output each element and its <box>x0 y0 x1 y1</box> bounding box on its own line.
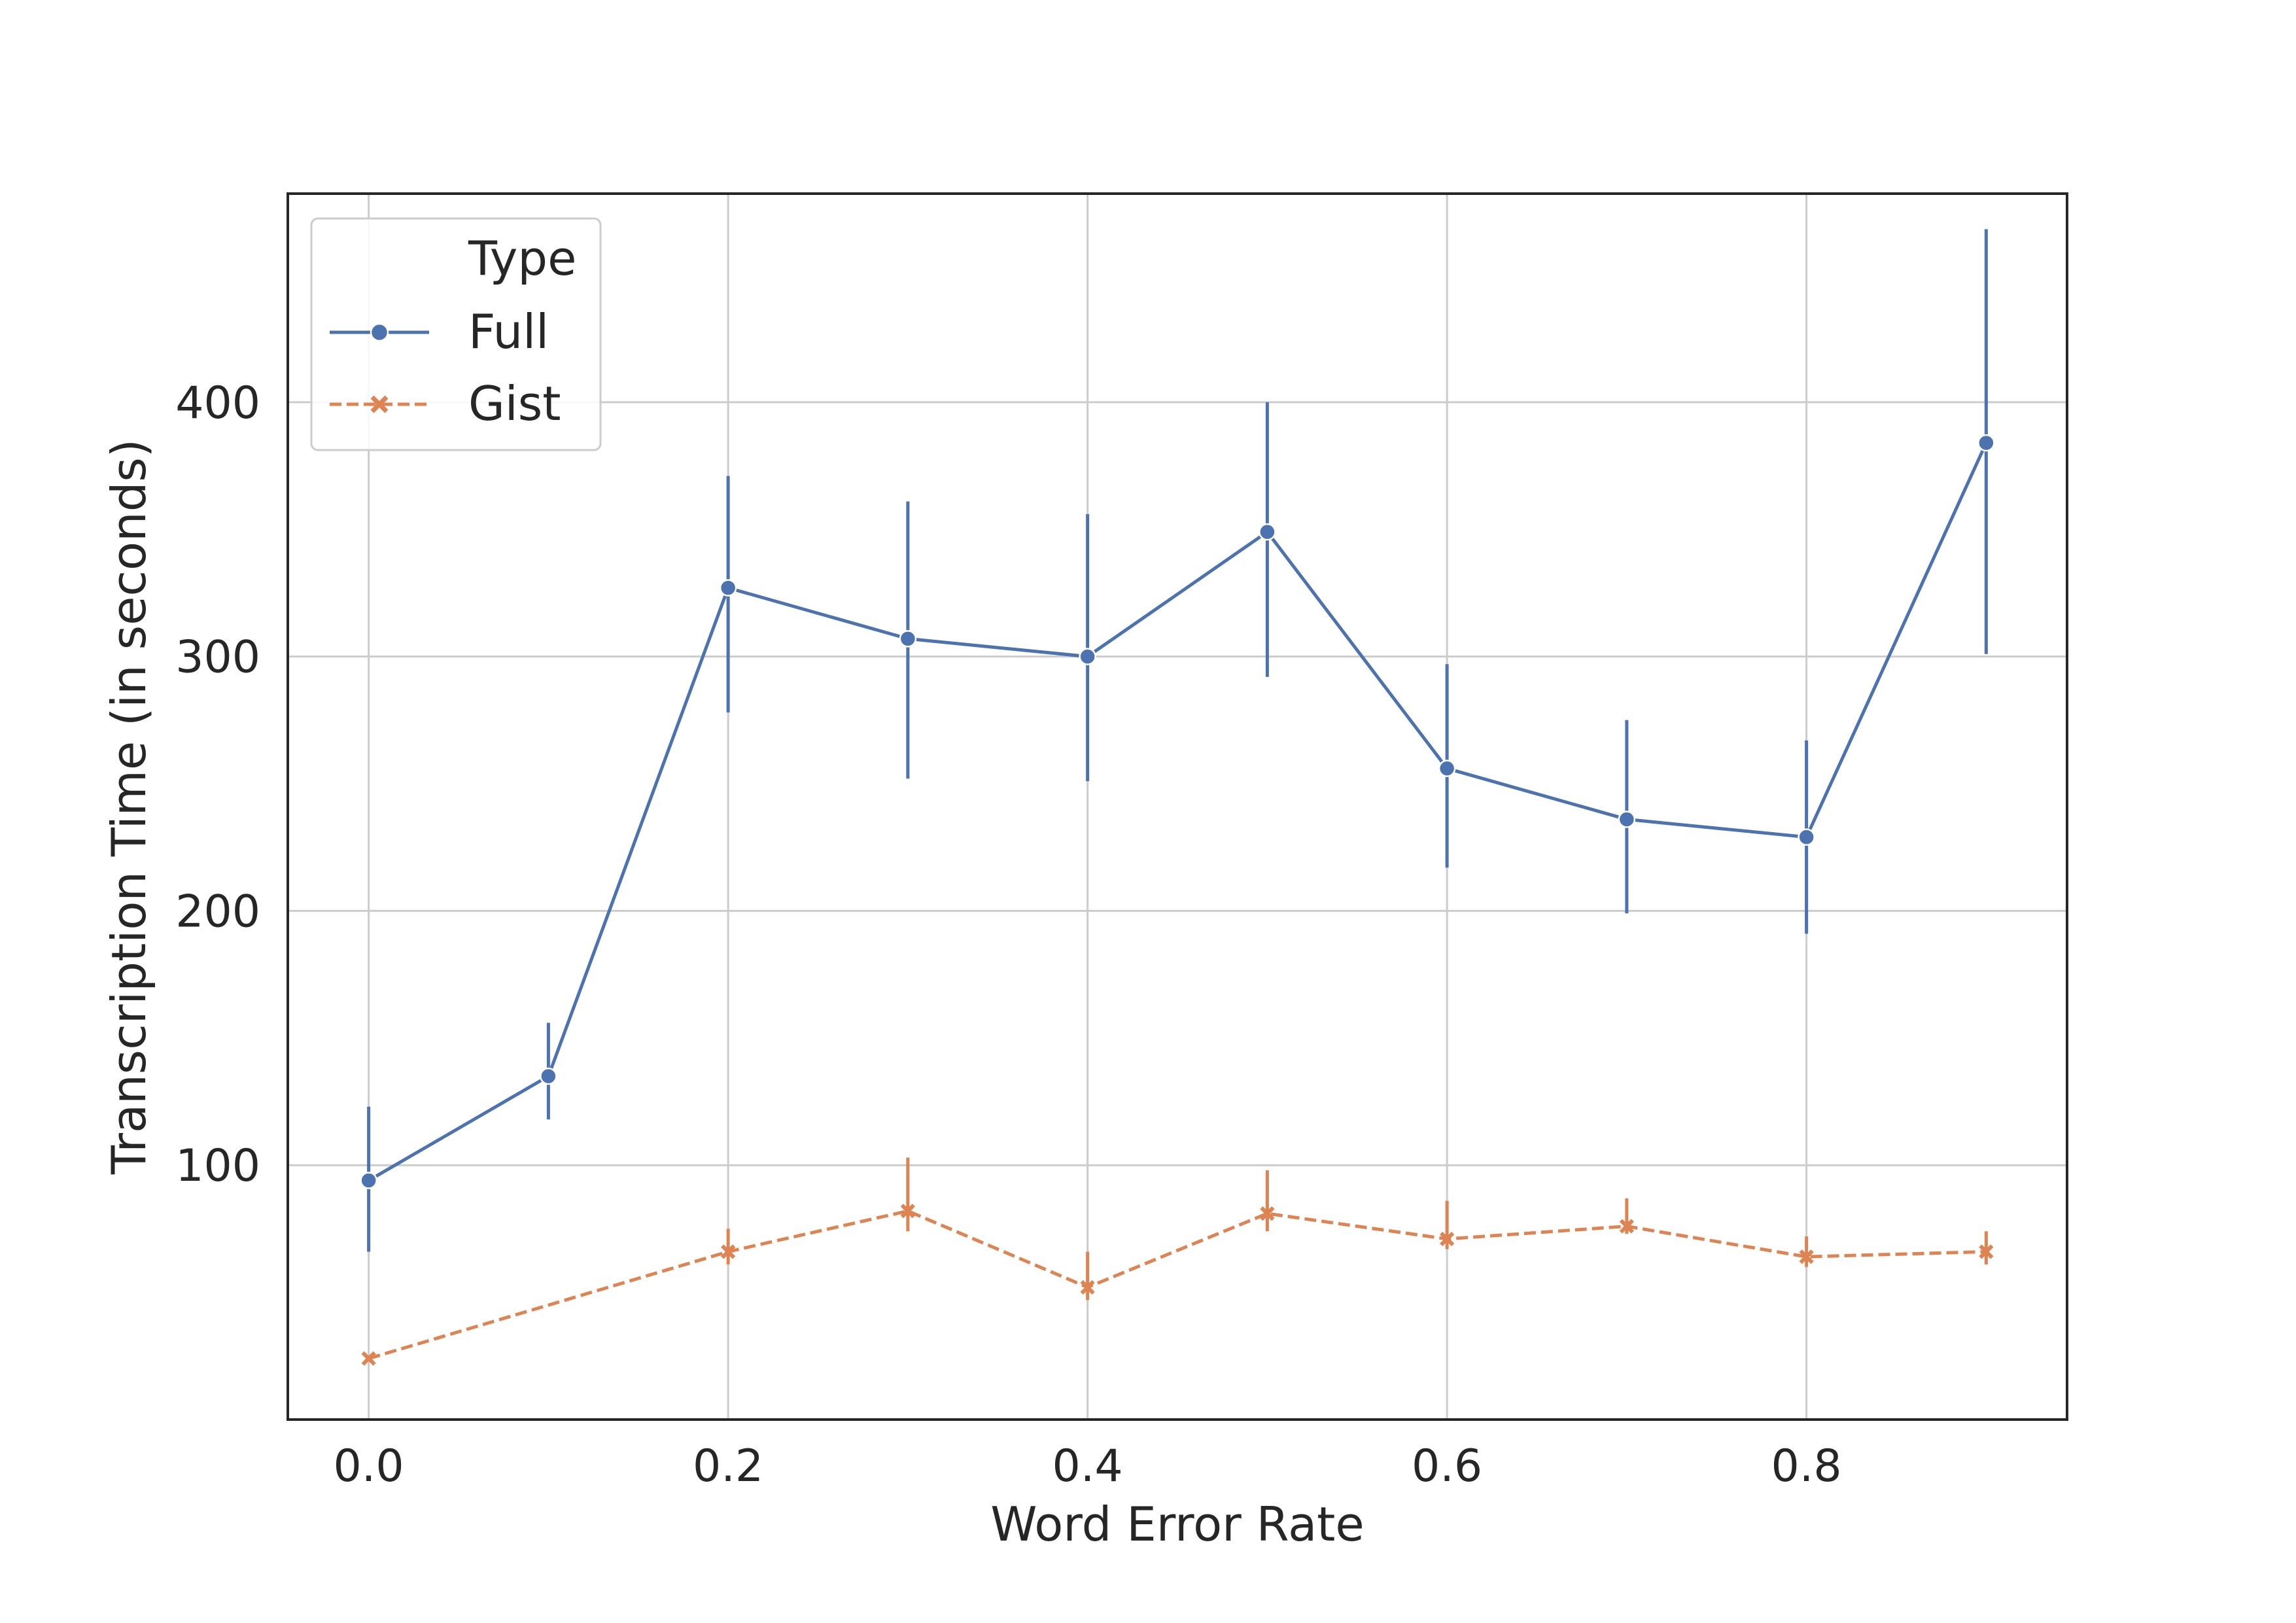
legend-marker-gist <box>370 395 389 413</box>
x-tick-label-2: 0.4 <box>1052 1440 1123 1492</box>
plot-frame <box>287 192 2068 1421</box>
point-full-6 <box>1438 759 1456 777</box>
legend-label-gist: Gist <box>468 376 561 431</box>
point-full-0 <box>360 1172 377 1189</box>
y-tick-label-1: 200 <box>175 886 260 937</box>
series-gist <box>361 1157 1994 1366</box>
y-tick-label-0: 100 <box>175 1140 260 1192</box>
point-gist-7 <box>1619 1219 1634 1234</box>
point-gist-2 <box>721 1244 736 1259</box>
x-tick-label-4: 0.8 <box>1771 1440 1842 1492</box>
point-full-9 <box>1977 434 1995 452</box>
point-full-7 <box>1618 811 1636 828</box>
point-gist-0 <box>361 1351 376 1366</box>
point-gist-6 <box>1439 1231 1455 1247</box>
point-full-4 <box>1079 648 1096 665</box>
series-layer <box>360 229 1995 1366</box>
legend: Type Full Gist <box>310 217 602 451</box>
point-full-5 <box>1259 523 1276 541</box>
legend-entry-full: Full <box>330 304 549 359</box>
point-full-1 <box>540 1067 557 1085</box>
y-tick-labels: 100 200 300 400 <box>175 377 260 1192</box>
series-full <box>360 229 1995 1252</box>
point-gist-4 <box>1080 1280 1095 1295</box>
legend-marker-full <box>370 323 389 342</box>
point-full-8 <box>1798 828 1815 846</box>
x-tick-labels: 0.0 0.2 0.4 0.6 0.8 <box>334 1440 1842 1492</box>
x-tick-label-1: 0.2 <box>693 1440 763 1492</box>
legend-title: Type <box>468 231 576 286</box>
point-gist-9 <box>1979 1244 1994 1259</box>
x-axis-label: Word Error Rate <box>990 1497 1364 1552</box>
y-tick-label-3: 400 <box>175 377 260 429</box>
point-gist-5 <box>1260 1206 1275 1221</box>
x-tick-label-0: 0.0 <box>334 1440 404 1492</box>
point-full-2 <box>719 579 737 597</box>
y-tick-label-2: 300 <box>175 632 260 684</box>
point-full-3 <box>899 630 917 648</box>
legend-entry-gist: Gist <box>330 376 561 431</box>
legend-box <box>310 217 602 451</box>
legend-label-full: Full <box>468 304 549 359</box>
point-gist-3 <box>900 1204 916 1219</box>
line-gist <box>368 1209 1987 1361</box>
y-axis-label: Transcription Time (in seconds) <box>101 439 156 1175</box>
x-tick-label-3: 0.6 <box>1412 1440 1482 1492</box>
point-gist-8 <box>1799 1249 1814 1265</box>
line-full <box>368 442 1988 1182</box>
